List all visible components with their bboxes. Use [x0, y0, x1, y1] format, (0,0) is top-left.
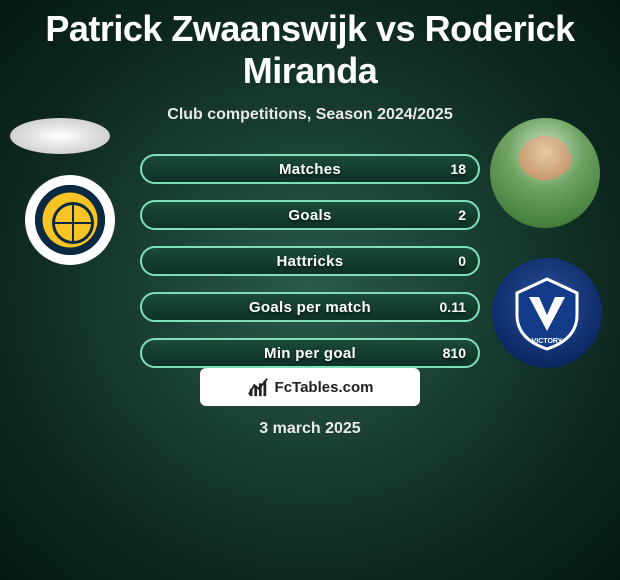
stat-label: Matches — [142, 161, 478, 178]
vs-separator: vs — [376, 8, 415, 49]
comparison-card: Patrick Zwaanswijk vs Roderick Miranda C… — [0, 0, 620, 580]
stat-label: Min per goal — [142, 345, 478, 362]
player-left-avatar — [10, 118, 110, 154]
brand-chart-icon — [247, 376, 269, 398]
season-label: Season 2024/2025 — [316, 106, 453, 123]
footer-date: 3 march 2025 — [0, 420, 620, 438]
stat-row-mpg: Min per goal 810 — [140, 338, 480, 368]
stat-row-hattricks: Hattricks 0 — [140, 246, 480, 276]
stat-row-matches: Matches 18 — [140, 154, 480, 184]
stat-value-right: 0 — [458, 253, 466, 269]
stat-value-right: 0.11 — [440, 299, 466, 315]
stat-bars: Matches 18 Goals 2 Hattricks 0 Goals per… — [140, 154, 480, 384]
page-title: Patrick Zwaanswijk vs Roderick Miranda — [0, 0, 620, 92]
subtitle-label: Club competitions, — [167, 106, 311, 123]
brand-bar: FcTables.com — [200, 368, 420, 406]
stat-row-goals: Goals 2 — [140, 200, 480, 230]
stat-value-right: 2 — [458, 207, 466, 223]
stat-label: Goals — [142, 207, 478, 224]
stat-row-gpm: Goals per match 0.11 — [140, 292, 480, 322]
stat-label: Goals per match — [142, 299, 478, 316]
player-left-name: Patrick Zwaanswijk — [45, 8, 366, 49]
stat-value-right: 18 — [450, 161, 466, 177]
brand-text: FcTables.com — [275, 379, 374, 396]
stat-label: Hattricks — [142, 253, 478, 270]
stat-value-right: 810 — [443, 345, 466, 361]
